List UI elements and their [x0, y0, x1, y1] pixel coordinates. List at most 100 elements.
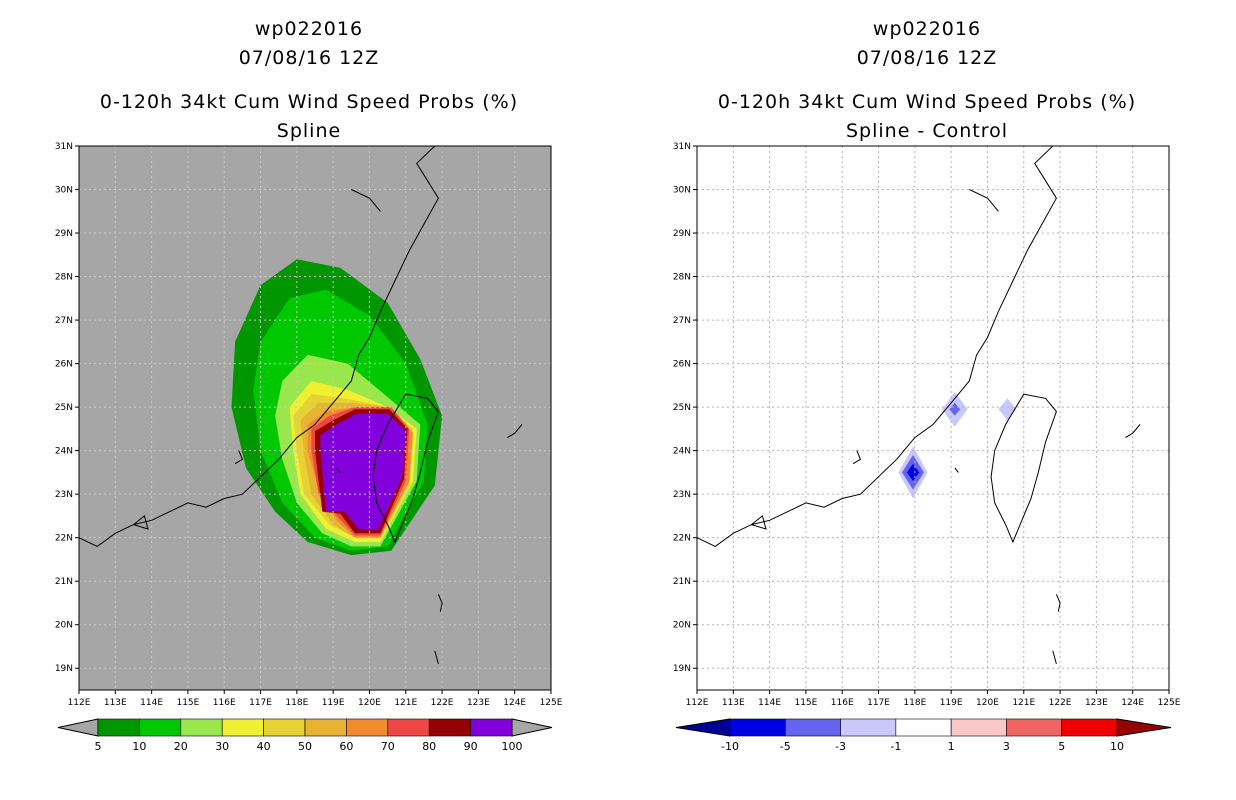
colorbar-label: 50	[298, 740, 312, 753]
colorbar-swatch	[387, 718, 430, 737]
colorbar-label: 1	[948, 740, 955, 753]
colorbar-label: 40	[257, 740, 271, 753]
x-tick-label: 116E	[213, 698, 236, 708]
colorbar-swatch	[1061, 718, 1118, 737]
plot-area	[697, 146, 1169, 690]
contour--5 to -3	[949, 402, 961, 416]
x-tick-label: 121E	[394, 698, 417, 708]
x-tick-label: 118E	[903, 698, 926, 708]
y-tick-label: 19N	[55, 664, 73, 674]
x-tick-label: 113E	[104, 698, 127, 708]
x-tick-label: 121E	[1012, 698, 1035, 708]
x-tick-label: 119E	[940, 698, 963, 708]
x-tick-label: 122E	[431, 698, 454, 708]
x-tick-label: 125E	[540, 698, 563, 708]
plot-frame	[78, 145, 552, 691]
colorbar-label: 20	[174, 740, 188, 753]
colorbar-swatch	[1006, 718, 1063, 737]
x-tick-label: 125E	[1158, 698, 1181, 708]
colorbar-label: 60	[339, 740, 353, 753]
x-tick-label: 117E	[249, 698, 272, 708]
x-tick-label: 114E	[140, 698, 163, 708]
colorbar-label: 70	[381, 740, 395, 753]
colorbar-label: 5	[1058, 740, 1065, 753]
y-tick-label: 30N	[55, 186, 73, 196]
colorbar-swatch	[895, 718, 952, 737]
coastline-taiwan	[990, 393, 1057, 544]
product-title: 0-120h 34kt Cum Wind Speed Probs (%)	[717, 91, 1137, 113]
coastline-island	[852, 450, 862, 465]
colorbar-low-arrow	[57, 718, 99, 737]
colorbar-label: 3	[1003, 740, 1010, 753]
y-tick-label: 23N	[55, 490, 73, 500]
colorbar-swatch	[304, 718, 347, 737]
y-tick-label: 22N	[55, 534, 73, 544]
coastline-island	[336, 467, 341, 473]
colorbar-high-arrow	[511, 718, 553, 737]
datetime: 07/08/16 12Z	[856, 47, 998, 69]
x-tick-label: 122E	[1049, 698, 1072, 708]
contour--3 to -1	[998, 398, 1017, 421]
colorbar-label: 30	[215, 740, 229, 753]
colorbar-swatch	[729, 718, 786, 737]
colorbar-swatch	[221, 718, 264, 737]
colorbar-swatch	[470, 718, 513, 737]
colorbar-swatch	[428, 718, 471, 737]
difference-map: 112E 113E 114E 115E 116E 117E 118E 119E 120E 121E…	[673, 142, 1181, 753]
y-tick-label: 31N	[673, 142, 691, 152]
coastline-island	[751, 515, 767, 530]
y-tick-label: 30N	[673, 186, 691, 196]
y-tick-label: 29N	[55, 229, 73, 239]
coastline-taiwan	[372, 393, 439, 544]
colorbar-swatch	[840, 718, 897, 737]
left-panel: wp022016 07/08/16 12Z 0-120h 34kt Cum Wi…	[55, 18, 563, 753]
colorbar-label: 90	[464, 740, 478, 753]
y-tick-label: 20N	[55, 621, 73, 631]
storm-id: wp022016	[872, 18, 982, 40]
coastline-island	[954, 467, 959, 473]
y-tick-label: 25N	[673, 403, 691, 413]
y-tick-label: 19N	[673, 664, 691, 674]
colorbar-label: -3	[835, 740, 846, 753]
x-tick-label: 115E	[176, 698, 199, 708]
x-tick-label: 124E	[503, 698, 526, 708]
probability-map: 112E 113E 114E 115E 116E 117E 118E 119E 120E 121E…	[55, 142, 563, 753]
right-panel: wp022016 07/08/16 12Z 0-120h 34kt Cum Wi…	[618, 0, 1236, 800]
y-tick-label: 31N	[55, 142, 73, 152]
subtitle: Spline	[276, 120, 342, 142]
plot-frame	[696, 145, 1170, 691]
coastline-island	[969, 189, 999, 212]
x-tick-label: 117E	[867, 698, 890, 708]
x-tick-label: 116E	[831, 698, 854, 708]
colorbar-label: -1	[890, 740, 901, 753]
product-title: 0-120h 34kt Cum Wind Speed Probs (%)	[99, 91, 519, 113]
coastline-island	[351, 189, 381, 212]
x-tick-label: 120E	[358, 698, 381, 708]
colorbar-label: 100	[502, 740, 523, 753]
colorbar-swatch	[784, 718, 841, 737]
coastline-island	[1052, 650, 1057, 665]
plot-background	[697, 146, 1169, 690]
x-tick-label: 115E	[794, 698, 817, 708]
y-tick-label: 28N	[673, 273, 691, 283]
coastline-island	[1125, 424, 1141, 439]
y-tick-label: 23N	[673, 490, 691, 500]
colorbar-label: 10	[1110, 740, 1124, 753]
plot-area	[79, 146, 551, 690]
colorbar-label: 5	[95, 740, 102, 753]
y-tick-label: 27N	[673, 316, 691, 326]
colorbar-label: -5	[780, 740, 791, 753]
contour-90-100	[320, 413, 406, 529]
colorbar-swatch	[97, 718, 140, 737]
x-tick-label: 119E	[322, 698, 345, 708]
x-tick-label: 120E	[976, 698, 999, 708]
coastline-island	[234, 450, 244, 465]
y-tick-label: 29N	[673, 229, 691, 239]
y-tick-label: 25N	[55, 403, 73, 413]
coastline-china	[79, 146, 439, 547]
y-tick-label: 24N	[673, 447, 691, 457]
colorbar-low-arrow	[675, 718, 731, 737]
y-tick-label: 20N	[673, 621, 691, 631]
y-tick-label: 21N	[55, 577, 73, 587]
contour--10 to -5	[906, 463, 920, 482]
